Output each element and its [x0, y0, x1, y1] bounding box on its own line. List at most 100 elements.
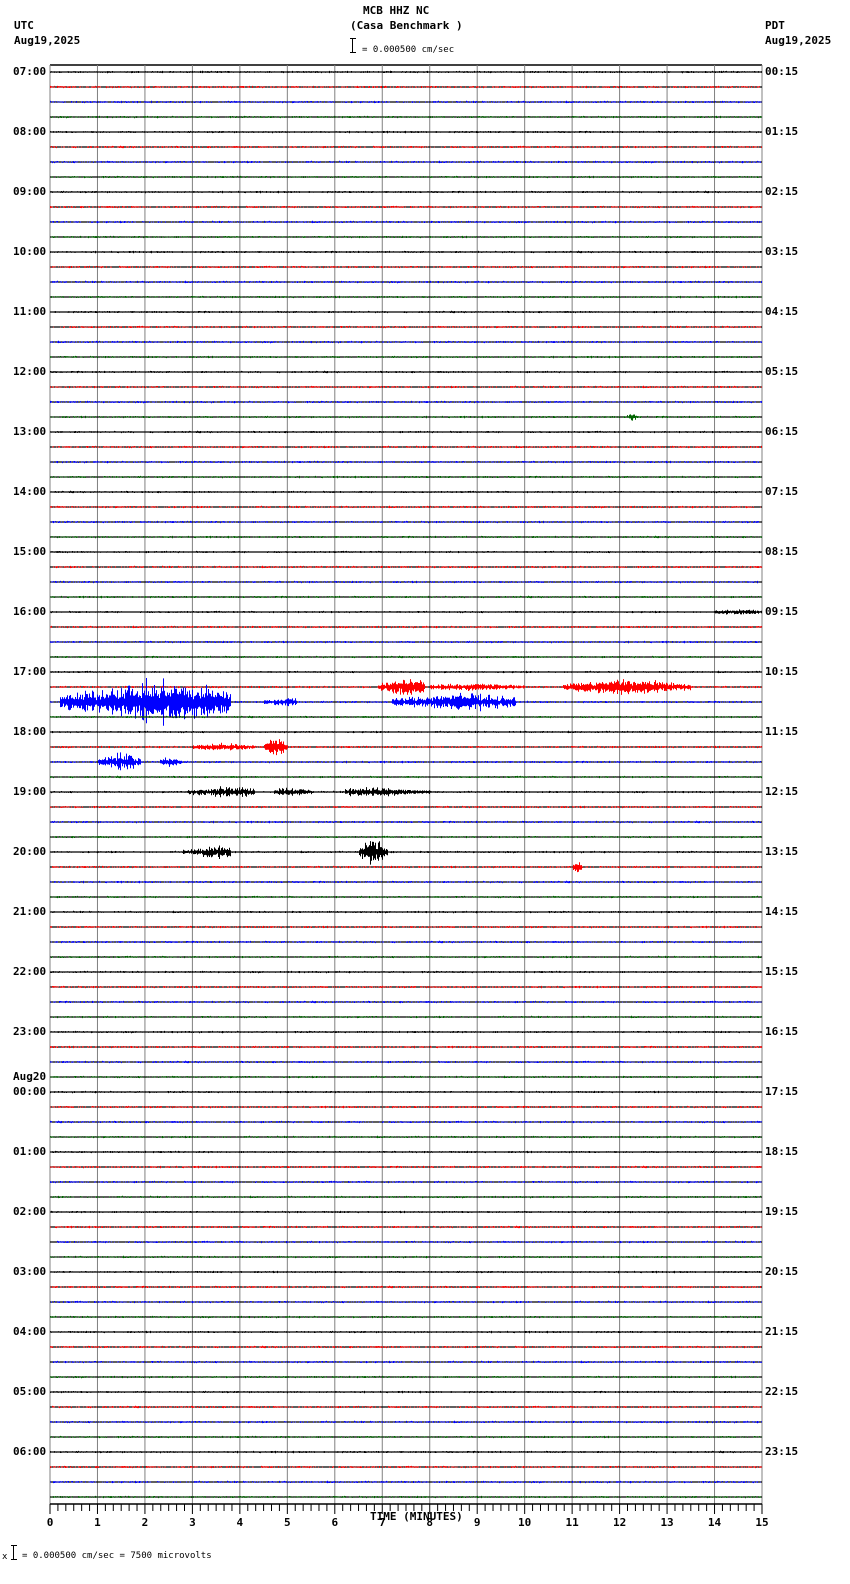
seismic-trace: [51, 1495, 761, 1499]
right-date: Aug19,2025: [765, 34, 832, 47]
seismic-trace: [52, 1150, 762, 1154]
seismic-trace: [50, 1255, 762, 1259]
seismic-trace: [50, 460, 759, 464]
pdt-hour-label: 06:15: [765, 425, 799, 438]
seismic-trace: [50, 1090, 762, 1094]
utc-hour-label: 20:00: [13, 845, 47, 858]
pdt-hour-label: 02:15: [765, 185, 799, 198]
seismic-trace: [50, 730, 762, 734]
seismic-trace: [50, 100, 762, 104]
x-tick-label: 5: [284, 1516, 291, 1529]
seismic-trace: [51, 295, 762, 299]
seismic-trace: [50, 355, 760, 359]
seismic-trace: [50, 1285, 761, 1289]
utc-hour-label: 04:00: [13, 1325, 47, 1338]
x-tick-label: 7: [379, 1516, 386, 1529]
seismic-trace: [50, 1375, 759, 1379]
seismic-trace: [50, 1000, 762, 1004]
seismic-trace: [50, 880, 761, 884]
utc-hour-label: 08:00: [13, 125, 47, 138]
seismic-trace: [50, 595, 762, 599]
seismic-trace: [52, 1405, 762, 1409]
pdt-hour-label: 05:15: [765, 365, 799, 378]
seismic-trace: [50, 1195, 761, 1199]
seismic-trace: [50, 1225, 762, 1229]
pdt-hour-label: 18:15: [765, 1145, 799, 1158]
seismic-trace: [51, 550, 762, 554]
seismic-trace: [50, 265, 760, 269]
date-change-label: Aug20: [13, 1070, 47, 1083]
seismic-trace: [51, 940, 761, 944]
pdt-hour-label: 11:15: [765, 725, 799, 738]
pdt-hour-label: 13:15: [765, 845, 799, 858]
pdt-hour-label: 20:15: [765, 1265, 799, 1278]
utc-hour-label: 07:00: [13, 65, 47, 78]
seismic-trace: [50, 640, 760, 644]
seismic-trace: [51, 235, 762, 239]
utc-hour-label: 21:00: [13, 905, 47, 918]
pdt-hour-label: 19:15: [765, 1205, 799, 1218]
right-timezone: PDT: [765, 19, 785, 32]
seismic-trace: [50, 1120, 762, 1124]
left-date: Aug19,2025: [14, 34, 81, 47]
utc-hour-label: 02:00: [13, 1205, 47, 1218]
pdt-hour-label: 23:15: [765, 1445, 799, 1458]
left-timezone: UTC: [14, 19, 34, 32]
seismic-trace: [50, 1180, 762, 1184]
x-tick-label: 6: [331, 1516, 338, 1529]
seismic-trace: [50, 1480, 761, 1484]
seismic-trace: [50, 85, 760, 89]
seismic-trace: [51, 786, 761, 798]
seismic-trace: [51, 835, 761, 839]
seismic-trace: [50, 1315, 762, 1319]
seismic-trace: [57, 1240, 761, 1244]
utc-hour-label: 12:00: [13, 365, 47, 378]
utc-hour-label: 14:00: [13, 485, 47, 498]
seismic-trace: [50, 970, 761, 974]
station-title: MCB HHZ NC: [363, 4, 430, 17]
x-tick-label: 1: [94, 1516, 101, 1529]
utc-hour-label: 23:00: [13, 1025, 47, 1038]
seismic-trace: [51, 175, 761, 179]
seismic-trace: [50, 505, 761, 509]
x-tick-label: 12: [613, 1516, 626, 1529]
utc-hour-label: 00:00: [13, 1085, 47, 1098]
seismic-trace: [51, 310, 762, 314]
seismic-trace: [50, 370, 762, 374]
seismic-trace: [50, 985, 762, 989]
seismic-trace: [50, 280, 762, 284]
pdt-hour-label: 17:15: [765, 1085, 799, 1098]
x-tick-label: 14: [708, 1516, 722, 1529]
x-tick-label: 15: [755, 1516, 768, 1529]
seismic-trace: [51, 580, 759, 584]
x-tick-label: 0: [47, 1516, 54, 1529]
seismic-trace: [51, 1210, 762, 1214]
scale-bar-icon: [350, 38, 358, 53]
station-location: (Casa Benchmark ): [350, 19, 463, 32]
seismic-trace: [50, 775, 762, 779]
seismic-trace: [53, 325, 761, 329]
pdt-hour-label: 09:15: [765, 605, 799, 618]
utc-hour-label: 01:00: [13, 1145, 47, 1158]
seismic-trace: [50, 739, 762, 756]
seismic-trace: [50, 400, 762, 404]
x-tick-label: 10: [518, 1516, 531, 1529]
x-tick-label: 2: [142, 1516, 149, 1529]
seismic-trace: [50, 1390, 761, 1394]
pdt-hour-label: 15:15: [765, 965, 799, 978]
seismic-trace: [50, 1135, 762, 1139]
pdt-hour-label: 21:15: [765, 1325, 799, 1338]
seismic-trace: [52, 1015, 762, 1019]
seismic-trace: [50, 220, 762, 224]
seismic-trace: [53, 565, 762, 569]
seismic-trace: [50, 1450, 762, 1454]
seismic-trace: [51, 679, 762, 695]
seismic-trace: [50, 1165, 762, 1169]
pdt-hour-label: 14:15: [765, 905, 799, 918]
pdt-hour-label: 00:15: [765, 65, 799, 78]
seismic-trace: [50, 1465, 762, 1469]
utc-hour-label: 11:00: [13, 305, 47, 318]
x-tick-label: 9: [474, 1516, 481, 1529]
utc-hour-label: 17:00: [13, 665, 47, 678]
pdt-hour-label: 12:15: [765, 785, 799, 798]
